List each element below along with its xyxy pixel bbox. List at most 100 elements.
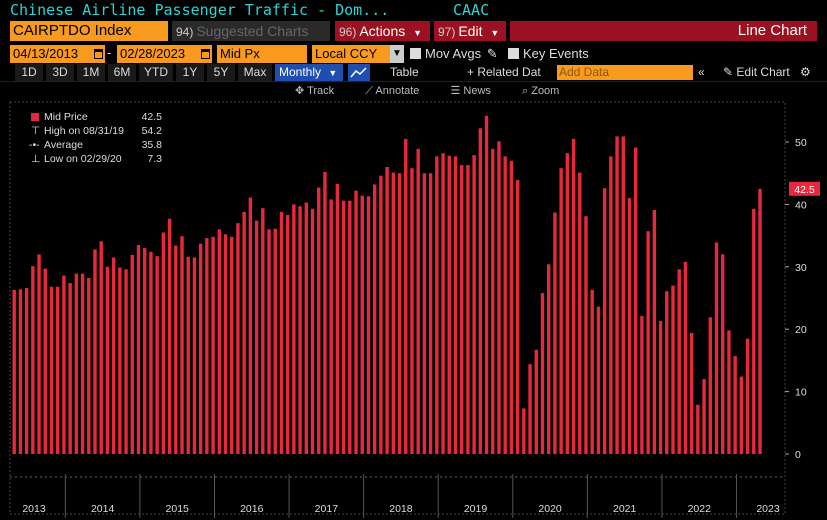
edit-button[interactable]: 97) Edit ▼ xyxy=(434,21,506,41)
bar xyxy=(689,332,694,454)
x-tick-label: 2018 xyxy=(389,503,413,515)
bar xyxy=(304,202,309,454)
bar xyxy=(261,208,265,454)
y-tick-label: 30 xyxy=(795,262,807,274)
bar xyxy=(658,321,663,454)
y-tick-label: 50 xyxy=(795,137,807,149)
bar xyxy=(584,216,588,454)
bar xyxy=(652,210,657,454)
bar-chart: 0 10 20 30 40 50 2013 2014 2015 2016 2017 2018 2019… xyxy=(9,101,820,518)
bar xyxy=(56,286,60,454)
bar xyxy=(602,188,607,454)
annotate-button[interactable]: ⟋ Annotate xyxy=(365,85,420,97)
data-source: CAAC xyxy=(453,1,490,19)
bar xyxy=(372,184,377,454)
table-button[interactable]: Table xyxy=(390,65,419,79)
range-ytd[interactable]: YTD xyxy=(139,64,173,81)
range-1y[interactable]: 1Y xyxy=(176,64,204,81)
actions-button[interactable]: 96) Actions ▼ xyxy=(335,21,430,41)
calendar-icon[interactable] xyxy=(201,49,210,59)
bar xyxy=(559,168,563,454)
bar xyxy=(198,243,203,454)
bar xyxy=(385,166,389,454)
bar xyxy=(254,220,259,454)
bar xyxy=(522,408,526,454)
bar xyxy=(267,229,271,454)
end-date-field[interactable]: 02/28/2023 xyxy=(117,45,212,63)
bar xyxy=(609,156,613,454)
bar xyxy=(279,211,284,454)
date-separator: - xyxy=(107,45,112,60)
bar xyxy=(472,155,476,454)
bar xyxy=(733,356,737,454)
chevron-down-icon: ▼ xyxy=(490,28,500,38)
pencil-icon[interactable]: ✎ xyxy=(486,46,498,61)
key-events-checkbox[interactable]: Key Events xyxy=(508,46,589,62)
bar xyxy=(509,160,514,454)
legend-value: 54.2 xyxy=(141,125,162,137)
bar xyxy=(124,269,128,454)
edit-chart-button[interactable]: ✎ Edit Chart xyxy=(723,64,790,81)
range-max[interactable]: Max xyxy=(238,64,272,81)
mov-avgs-label: Mov Avgs xyxy=(425,46,482,61)
related-data-button[interactable]: + Related Dat xyxy=(467,65,541,79)
track-button[interactable]: ✥ Track xyxy=(295,85,335,97)
actions-number: 96) xyxy=(339,25,357,39)
bar xyxy=(634,147,638,454)
suggested-charts-button[interactable]: 94) Suggested Charts xyxy=(172,21,330,41)
legend-value: 7.3 xyxy=(147,153,162,165)
range-1m[interactable]: 1M xyxy=(77,64,105,81)
gear-icon[interactable]: ⚙ xyxy=(800,65,811,79)
price-field-select[interactable]: Mid Px xyxy=(217,45,307,63)
x-tick-label: 2020 xyxy=(538,503,562,515)
bar xyxy=(217,229,221,454)
track-label: Track xyxy=(307,85,335,97)
bar xyxy=(31,266,35,454)
mov-avgs-checkbox[interactable]: Mov Avgs ✎ xyxy=(410,46,498,62)
bar xyxy=(727,330,731,454)
news-button[interactable]: ☰ News xyxy=(450,85,491,97)
range-5y[interactable]: 5Y xyxy=(207,64,235,81)
range-3d[interactable]: 3D xyxy=(46,64,74,81)
chevron-down-icon[interactable]: ▼ xyxy=(390,45,404,63)
bar xyxy=(615,136,619,454)
bar xyxy=(578,172,582,454)
y-tick-label: 10 xyxy=(795,387,807,399)
bar xyxy=(745,338,750,454)
plot-frame xyxy=(9,101,786,515)
zoom-button[interactable]: ⌕ Zoom xyxy=(522,85,560,97)
bar xyxy=(310,208,315,454)
line-chart-icon[interactable] xyxy=(348,64,370,81)
start-date-field[interactable]: 04/13/2013 xyxy=(10,45,105,63)
bar xyxy=(74,273,79,454)
command-bar: CAIRPTDO Index 94) Suggested Charts 96) Ac… xyxy=(0,20,827,42)
add-data-input[interactable]: Add Data xyxy=(557,65,693,80)
ticker-field[interactable]: CAIRPTDO Index xyxy=(10,21,168,41)
bar xyxy=(540,293,545,454)
bar xyxy=(80,273,85,454)
bar xyxy=(484,115,489,455)
bar xyxy=(118,267,122,454)
bar xyxy=(758,188,762,455)
bar xyxy=(192,257,197,454)
currency-select[interactable]: Local CCY xyxy=(312,45,390,63)
calendar-icon[interactable] xyxy=(94,49,103,59)
bar xyxy=(223,234,228,454)
bar xyxy=(553,212,557,454)
bar xyxy=(161,232,166,454)
bar xyxy=(230,236,234,454)
legend-label: Low on 02/29/20 xyxy=(44,153,122,165)
window-title: Chinese Airline Passenger Traffic - Dom.… xyxy=(0,0,827,20)
bar xyxy=(739,376,744,454)
chart-title: Chinese Airline Passenger Traffic - Dom.… xyxy=(10,1,390,19)
frequency-select[interactable]: Monthly ▼ xyxy=(275,64,343,81)
legend-label: High on 08/31/19 xyxy=(44,125,124,137)
x-tick-label: 2017 xyxy=(315,503,339,515)
news-label: News xyxy=(463,85,491,97)
collapse-icon[interactable]: « xyxy=(698,65,705,79)
x-tick-label: 2023 xyxy=(756,503,780,515)
range-1d[interactable]: 1D xyxy=(15,64,43,81)
bar xyxy=(68,283,72,454)
bar xyxy=(136,244,141,454)
range-6m[interactable]: 6M xyxy=(108,64,136,81)
